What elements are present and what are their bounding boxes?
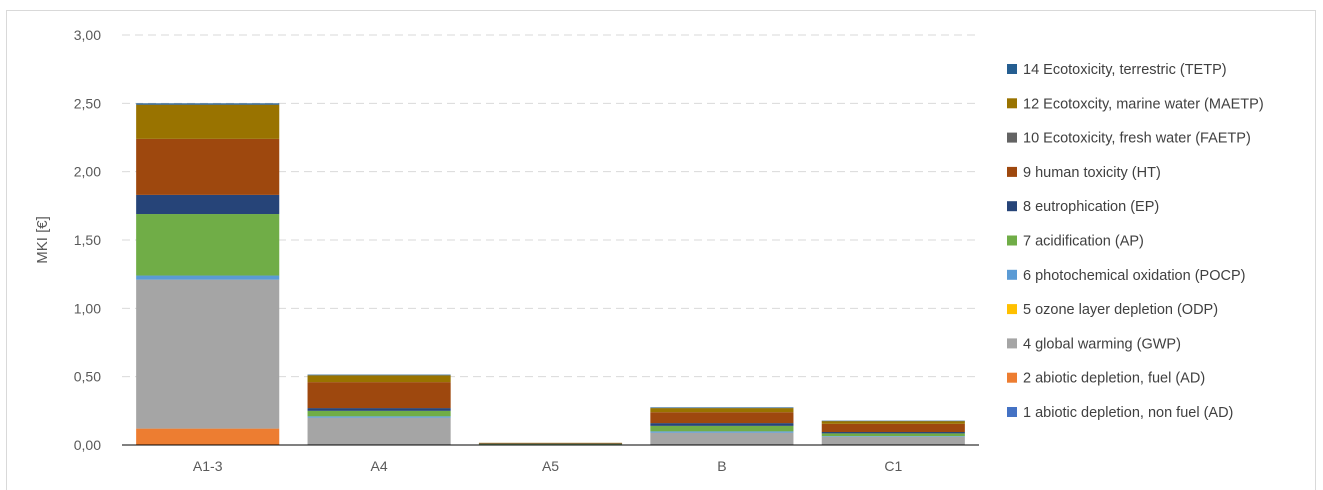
legend-label: 7 acidification (AP) bbox=[1023, 234, 1144, 250]
bar-segment bbox=[136, 275, 280, 280]
legend-label: 6 photochemical oxidation (POCP) bbox=[1023, 268, 1245, 284]
bar-segment bbox=[821, 436, 965, 437]
y-axis-tick-labels: 0,00 0,50 1,00 1,50 2,00 2,50 3,00 bbox=[74, 27, 101, 453]
y-tick-label: 0,50 bbox=[74, 369, 101, 385]
legend-swatch bbox=[1007, 407, 1017, 417]
bar-segment bbox=[650, 425, 794, 432]
legend-item: 5 ozone layer depletion (ODP) bbox=[1007, 302, 1218, 318]
legend-swatch bbox=[1007, 64, 1017, 74]
bar-segment bbox=[821, 432, 965, 434]
legend-item: 2 abiotic depletion, fuel (AD) bbox=[1007, 371, 1205, 387]
bar-segment bbox=[650, 408, 794, 413]
x-tick-label: C1 bbox=[884, 458, 902, 474]
bar-segment bbox=[650, 407, 794, 409]
x-axis-tick-labels: A1-3 A4 A5 B C1 bbox=[193, 458, 903, 474]
y-tick-label: 1,50 bbox=[74, 232, 101, 248]
legend-swatch bbox=[1007, 166, 1017, 177]
bar-segment bbox=[307, 375, 451, 383]
bar-segment bbox=[307, 410, 451, 417]
chart-frame: 0,00 0,50 1,00 1,50 2,00 2,50 3,00 A1-3 A4 A5 B C1… bbox=[6, 10, 1316, 490]
bar-segment bbox=[136, 428, 280, 445]
bar-segment bbox=[821, 423, 965, 433]
legend-swatch bbox=[1007, 269, 1017, 280]
legend-swatch bbox=[1007, 304, 1017, 315]
bars bbox=[136, 103, 965, 445]
bar-segment bbox=[650, 423, 794, 426]
y-tick-label: 0,00 bbox=[74, 437, 101, 453]
bar-segment bbox=[307, 417, 451, 445]
legend-swatch bbox=[1007, 132, 1017, 143]
bar-segment bbox=[650, 412, 794, 424]
legend-item: 10 Ecotoxicity, fresh water (FAETP) bbox=[1007, 131, 1251, 147]
legend-label: 2 abiotic depletion, fuel (AD) bbox=[1023, 371, 1205, 387]
bar-segment bbox=[136, 279, 280, 429]
y-tick-label: 1,00 bbox=[74, 300, 101, 316]
bar-segment bbox=[821, 433, 965, 437]
stacked-bar-chart: 0,00 0,50 1,00 1,50 2,00 2,50 3,00 A1-3 A4 A5 B C1… bbox=[34, 27, 1264, 474]
legend-item: 14 Ecotoxicity, terrestric (TETP) bbox=[1007, 62, 1227, 78]
legend-label: 10 Ecotoxicity, fresh water (FAETP) bbox=[1023, 131, 1251, 147]
legend-label: 12 Ecotoxcity, marine water (MAETP) bbox=[1023, 96, 1264, 112]
y-axis-title: MKI [€] bbox=[34, 216, 51, 264]
legend-label: 5 ozone layer depletion (ODP) bbox=[1023, 302, 1218, 318]
bar-segment bbox=[136, 103, 280, 105]
legend-item: 12 Ecotoxcity, marine water (MAETP) bbox=[1007, 96, 1264, 112]
bar-segment bbox=[821, 436, 965, 445]
y-tick-label: 3,00 bbox=[74, 27, 101, 43]
bar-segment bbox=[821, 420, 965, 422]
legend-item: 4 global warming (GWP) bbox=[1007, 336, 1181, 352]
legend-item: 9 human toxicity (HT) bbox=[1007, 165, 1161, 181]
bar-segment bbox=[136, 104, 280, 139]
bar-segment bbox=[307, 416, 451, 418]
bar-segment bbox=[136, 214, 280, 276]
bar-segment bbox=[136, 138, 280, 195]
x-tick-label: A5 bbox=[542, 458, 559, 474]
legend-item: 6 photochemical oxidation (POCP) bbox=[1007, 268, 1245, 284]
legend-swatch bbox=[1007, 372, 1017, 383]
x-tick-label: A4 bbox=[371, 458, 388, 474]
legend-label: 1 abiotic depletion, non fuel (AD) bbox=[1023, 405, 1233, 421]
legend-swatch bbox=[1007, 338, 1017, 349]
x-tick-label: B bbox=[717, 458, 726, 474]
legend-item: 7 acidification (AP) bbox=[1007, 234, 1144, 250]
legend-label: 4 global warming (GWP) bbox=[1023, 336, 1181, 352]
y-tick-label: 2,00 bbox=[74, 164, 101, 180]
bar-segment bbox=[650, 432, 794, 445]
bar-segment bbox=[821, 421, 965, 424]
legend: 14 Ecotoxicity, terrestric (TETP) 12 Ecot… bbox=[1007, 62, 1264, 421]
legend-swatch bbox=[1007, 98, 1017, 109]
bar-segment bbox=[478, 443, 623, 445]
legend-swatch bbox=[1007, 235, 1017, 246]
x-tick-label: A1-3 bbox=[193, 458, 223, 474]
bar-segment bbox=[136, 194, 280, 215]
legend-item: 8 eutrophication (EP) bbox=[1007, 199, 1159, 215]
bar-segment bbox=[307, 382, 451, 409]
bar-segment bbox=[650, 431, 794, 433]
legend-item: 1 abiotic depletion, non fuel (AD) bbox=[1007, 405, 1233, 421]
legend-swatch bbox=[1007, 201, 1017, 212]
bar-segment bbox=[478, 443, 623, 445]
bar-segment bbox=[478, 443, 623, 444]
legend-label: 8 eutrophication (EP) bbox=[1023, 199, 1159, 215]
legend-label: 9 human toxicity (HT) bbox=[1023, 165, 1161, 181]
y-tick-label: 2,50 bbox=[74, 95, 101, 111]
legend-label: 14 Ecotoxicity, terrestric (TETP) bbox=[1023, 62, 1227, 78]
bar-segment bbox=[307, 374, 451, 376]
bar-segment bbox=[478, 442, 623, 444]
bar-segment bbox=[307, 408, 451, 411]
